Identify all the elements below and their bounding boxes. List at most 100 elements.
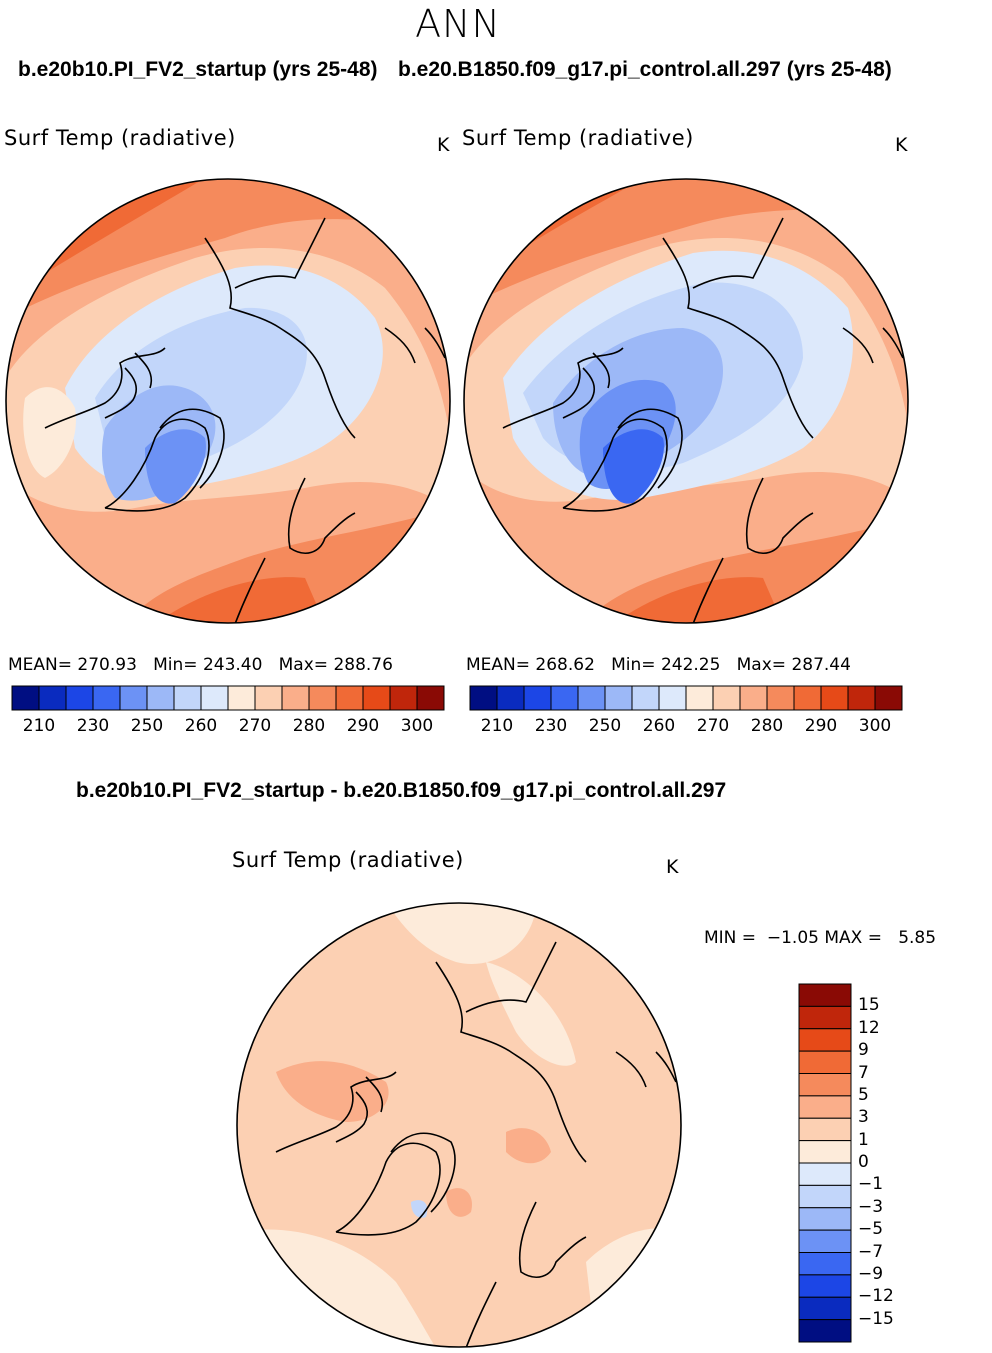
colorbar-swatch (577, 685, 606, 711)
colorbar-tick-label: 230 (76, 716, 110, 736)
colorbar-tick-label: 5 (858, 1084, 869, 1105)
colorbar-tick-label: 260 (184, 716, 218, 736)
colorbar-ticks-difference: 15 12 9 7 5 3 1 0 −1 −3 −5 −7 −9 −12 −15 (858, 984, 918, 1342)
colorbar-swatch (798, 1207, 852, 1231)
variable-label-diff: Surf Temp (radiative) (232, 848, 464, 872)
colorbar-difference (798, 983, 852, 1343)
colorbar-tick-label: 15 (858, 995, 880, 1016)
colorbar-tick-label: 230 (534, 716, 568, 736)
colorbar-swatch (798, 1319, 852, 1343)
max-label: Max= (278, 655, 329, 675)
min-value: 243.40 (202, 655, 263, 675)
colorbar-right (469, 685, 903, 711)
polar-map-left (5, 178, 451, 624)
colorbar-tick-label: 270 (696, 716, 730, 736)
difference-title: b.e20b10.PI_FV2_startup - b.e20.B1850.f0… (76, 779, 727, 802)
units-label-right: K (895, 134, 908, 156)
colorbar-swatch (820, 685, 849, 711)
colorbar-tick-label: 0 (858, 1152, 869, 1172)
colorbar-swatch (308, 685, 337, 711)
colorbar-swatch (798, 1028, 852, 1052)
stats-left: MEAN= 270.93 Min= 243.40 Max= 288.76 (8, 655, 393, 675)
colorbar-swatch (798, 1117, 852, 1142)
colorbar-swatch (798, 1050, 852, 1074)
units-label-left: K (437, 134, 450, 156)
colorbar-swatch (254, 685, 283, 711)
colorbar-swatch (496, 685, 525, 711)
colorbar-swatch (798, 983, 852, 1007)
colorbar-ticks-left: 210 230 250 260 270 280 290 300 (12, 716, 444, 738)
colorbar-tick-label: 260 (642, 716, 676, 736)
polar-map-difference (236, 902, 682, 1348)
colorbar-tick-label: 280 (292, 716, 326, 736)
max-value: 5.85 (898, 928, 937, 948)
colorbar-tick-label: 300 (400, 716, 434, 736)
colorbar-swatch (604, 685, 633, 711)
variable-label-left: Surf Temp (radiative) (4, 126, 236, 150)
colorbar-swatch (793, 685, 822, 711)
colorbar-tick-label: 270 (238, 716, 272, 736)
colorbar-swatch (798, 1073, 852, 1097)
colorbar-swatch (389, 685, 418, 711)
colorbar-tick-label: −7 (858, 1241, 884, 1262)
colorbar-tick-label: −12 (858, 1286, 894, 1307)
colorbar-tick-label: 9 (858, 1040, 869, 1061)
min-label: Min= (611, 655, 656, 675)
max-label: MAX = (824, 928, 882, 948)
colorbar-swatch (847, 685, 876, 711)
colorbar-swatch (550, 685, 579, 711)
min-label: Min= (153, 655, 198, 675)
case-title-right: b.e20.B1850.f09_g17.pi_control.all.297 (… (398, 58, 892, 81)
colorbar-swatch (146, 685, 175, 711)
colorbar-tick-label: 12 (858, 1017, 880, 1038)
colorbar-swatch (739, 685, 768, 711)
colorbar-tick-label: 290 (804, 716, 838, 736)
colorbar-tick-label: −15 (858, 1308, 894, 1329)
mean-label: MEAN= (8, 655, 72, 675)
colorbar-tick-label: 210 (480, 716, 514, 736)
min-value: 242.25 (660, 655, 721, 675)
colorbar-tick-label: 250 (130, 716, 164, 736)
colorbar-swatch (362, 685, 391, 711)
colorbar-swatch (469, 685, 498, 711)
colorbar-tick-label: 3 (858, 1107, 869, 1128)
season-title: ANN (415, 2, 501, 46)
colorbar-tick-label: −5 (858, 1219, 884, 1240)
colorbar-swatch (65, 685, 94, 711)
colorbar-swatch (119, 685, 148, 711)
colorbar-swatch (38, 685, 67, 711)
colorbar-swatch (658, 685, 687, 711)
colorbar-tick-label: 290 (346, 716, 380, 736)
colorbar-swatch (281, 685, 310, 711)
colorbar-swatch (874, 685, 903, 711)
colorbar-tick-label: −3 (858, 1196, 884, 1217)
colorbar-tick-label: 280 (750, 716, 784, 736)
mean-label: MEAN= (466, 655, 530, 675)
stats-right: MEAN= 268.62 Min= 242.25 Max= 287.44 (466, 655, 851, 675)
colorbar-tick-label: 250 (588, 716, 622, 736)
colorbar-swatch (798, 1274, 852, 1298)
colorbar-swatch (798, 1296, 852, 1321)
case-title-left: b.e20b10.PI_FV2_startup (yrs 25-48) (18, 58, 378, 81)
min-label: MIN = (704, 928, 757, 948)
colorbar-swatch (798, 1162, 852, 1186)
max-value: 287.44 (791, 655, 851, 675)
colorbar-tick-label: −1 (858, 1174, 884, 1195)
colorbar-tick-label: −9 (858, 1263, 884, 1284)
polar-map-right (463, 178, 909, 624)
min-value: −1.05 (766, 928, 819, 948)
colorbar-swatch (798, 1095, 852, 1119)
colorbar-tick-label: 7 (858, 1062, 869, 1083)
colorbar-ticks-right: 210 230 250 260 270 280 290 300 (470, 716, 902, 738)
variable-label-right: Surf Temp (radiative) (462, 126, 694, 150)
max-label: Max= (736, 655, 787, 675)
mean-value: 270.93 (77, 655, 137, 675)
colorbar-swatch (798, 1229, 852, 1253)
colorbar-left (11, 685, 445, 711)
colorbar-swatch (631, 685, 660, 711)
colorbar-swatch (798, 1140, 852, 1164)
colorbar-swatch (335, 685, 364, 711)
colorbar-swatch (11, 685, 40, 711)
colorbar-tick-label: 300 (858, 716, 892, 736)
colorbar-swatch (173, 685, 202, 711)
